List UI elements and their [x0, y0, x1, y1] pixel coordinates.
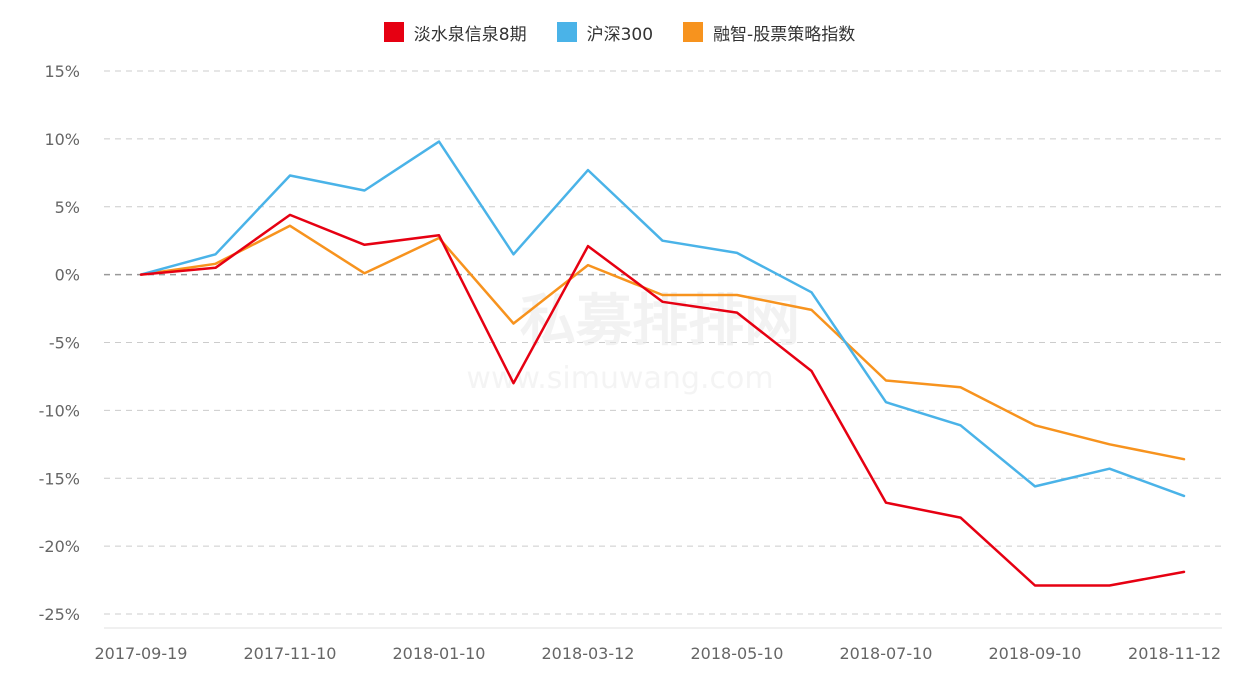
x-tick-label: 2018-07-10: [840, 644, 933, 663]
series-layer: [139, 140, 1186, 587]
x-tick-label: 2018-01-10: [393, 644, 486, 663]
x-tick-label: 2018-11-12: [1128, 644, 1221, 663]
legend-label: 淡水泉信泉8期: [413, 24, 527, 45]
legend-item[interactable]: 沪深300: [556, 20, 654, 45]
x-tick-label: 2018-09-10: [989, 644, 1082, 663]
x-tick-label: 2018-03-12: [542, 644, 635, 663]
y-tick-label: -5%: [49, 334, 80, 353]
legend-item[interactable]: 淡水泉信泉8期: [383, 20, 527, 45]
watermark-url: www.simuwang.com: [466, 361, 773, 396]
y-tick-label: 10%: [44, 130, 80, 149]
x-tick-label: 2017-09-19: [95, 644, 188, 663]
series-line[interactable]: [139, 224, 1186, 461]
x-tick-label: 2017-11-10: [244, 644, 337, 663]
legend-label: 融智-股票策略指数: [713, 24, 856, 45]
legend-swatch: [683, 22, 704, 42]
y-tick-label: 0%: [55, 266, 80, 285]
legend: 淡水泉信泉8期 沪深300 融智-股票策略指数: [0, 18, 1239, 46]
x-tick-label: 2018-05-10: [691, 644, 784, 663]
series-line[interactable]: [139, 140, 1186, 498]
legend-item[interactable]: 融智-股票策略指数: [683, 20, 855, 45]
y-tick-label: -25%: [39, 605, 80, 624]
y-tick-label: -20%: [39, 537, 80, 556]
y-tick-label: 5%: [55, 198, 80, 217]
series-line[interactable]: [139, 213, 1186, 587]
axis-layer: 15% 10% 5% 0% -5% -10% -15% -20% -25% 2017-09-19 2…: [39, 62, 1222, 663]
legend-label: 沪深300: [586, 24, 654, 45]
y-tick-label: 15%: [44, 62, 80, 81]
legend-swatch: [383, 22, 404, 42]
legend-swatch: [556, 22, 577, 42]
y-tick-label: -10%: [39, 401, 80, 420]
y-tick-label: -15%: [39, 469, 80, 488]
